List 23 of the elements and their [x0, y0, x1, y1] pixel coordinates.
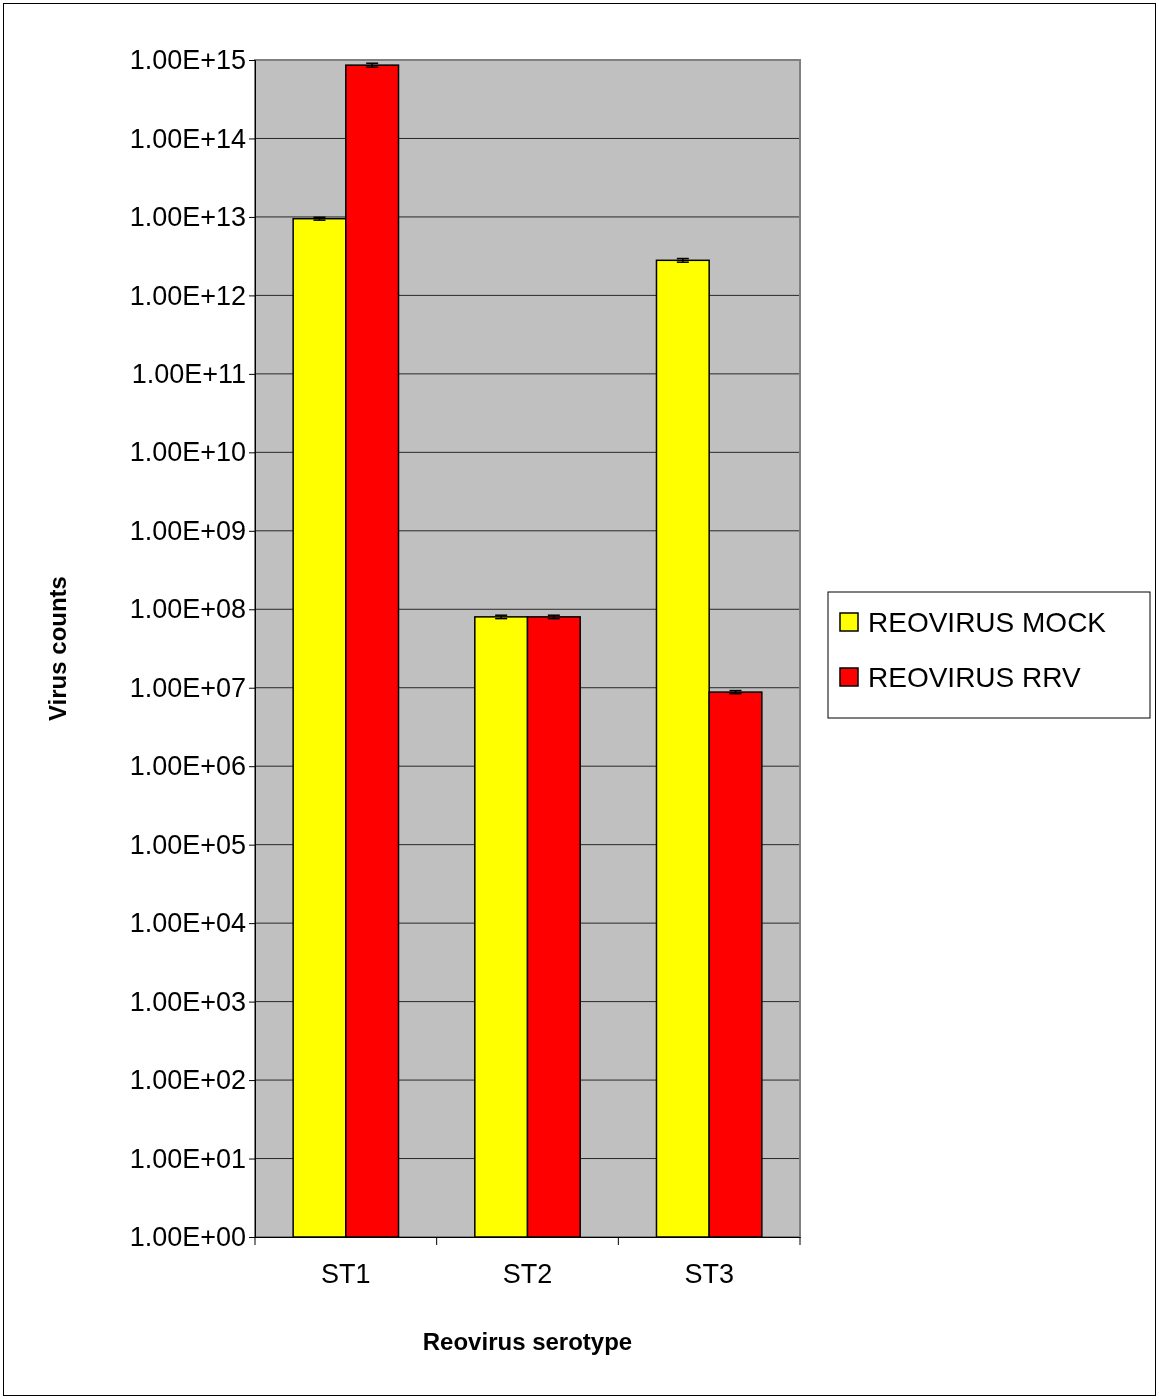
y-tick-label: 1.00E+04: [129, 908, 246, 939]
y-tick-label: 1.00E+01: [129, 1143, 246, 1174]
y-tick-label: 1.00E+09: [129, 515, 246, 546]
y-tick-label: 1.00E+05: [129, 829, 246, 860]
legend-label: REOVIRUS MOCK: [868, 607, 1107, 638]
y-tick-label: 1.00E+14: [129, 123, 246, 154]
y-tick-label: 1.00E+12: [129, 280, 246, 311]
x-tick-label: ST1: [321, 1259, 371, 1290]
y-tick-label: 1.00E+10: [129, 437, 246, 468]
y-tick-label: 1.00E+08: [129, 594, 246, 625]
y-tick-label: 1.00E+07: [129, 672, 246, 703]
y-tick-label: 1.00E+02: [129, 1065, 246, 1096]
x-tick-label: ST2: [502, 1259, 553, 1290]
legend-label: REOVIRUS RRV: [868, 662, 1081, 693]
y-axis-title: Virus counts: [44, 576, 71, 721]
y-tick-label: 1.00E+03: [129, 986, 246, 1017]
x-axis-title: Reovirus serotype: [422, 1328, 633, 1355]
y-tick-label: 1.00E+13: [129, 202, 246, 233]
y-tick-label: 1.00E+15: [129, 45, 246, 76]
y-tick-label: 1.00E+00: [129, 1222, 246, 1253]
y-tick-label: 1.00E+11: [131, 359, 246, 390]
x-tick-label: ST3: [684, 1259, 734, 1290]
y-tick-label: 1.00E+06: [129, 751, 246, 782]
